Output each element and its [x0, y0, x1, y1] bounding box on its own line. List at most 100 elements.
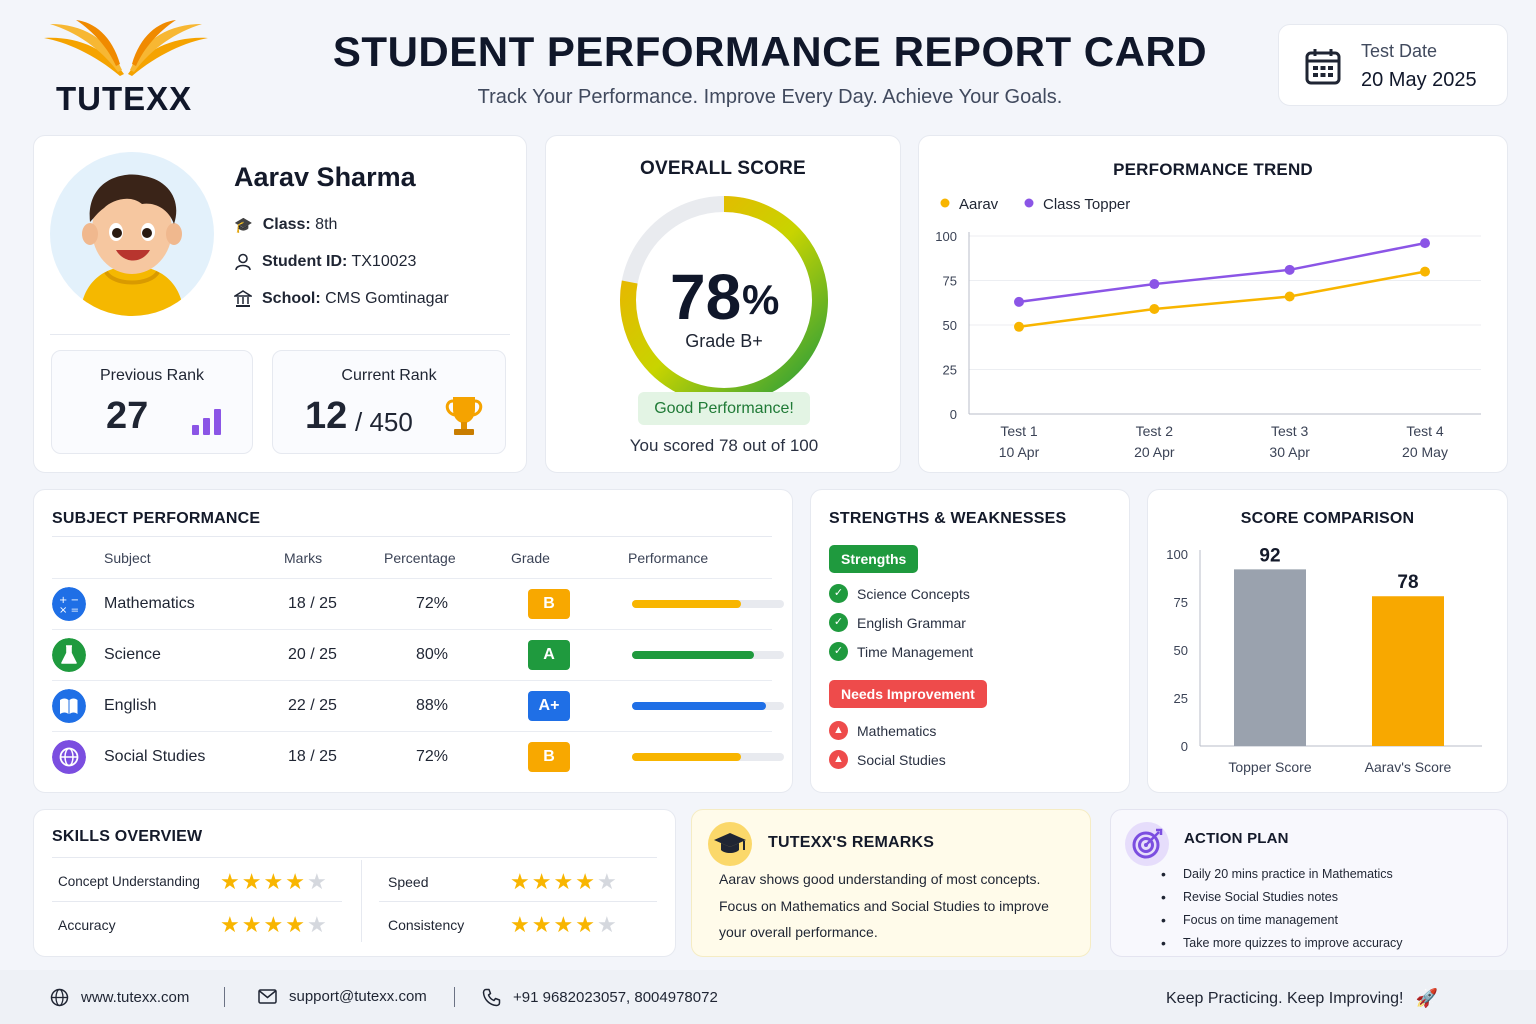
- x-tick-date: 30 Apr: [1269, 444, 1310, 460]
- footer-website[interactable]: www.tutexx.com: [50, 988, 189, 1007]
- footer-separator: [224, 987, 225, 1007]
- overall-grade: Grade B+: [685, 331, 763, 351]
- class-label: Class:: [262, 216, 311, 233]
- subject-name: Science: [104, 646, 161, 663]
- star-filled-icon: ★: [285, 869, 307, 894]
- student-profile-card: Aarav Sharma 🎓 Class: 8th Student ID: TX…: [33, 135, 527, 473]
- class-value: 8th: [315, 216, 338, 233]
- school-label: School:: [262, 290, 321, 307]
- skills-divider: [52, 857, 657, 858]
- warning-icon: ▲: [829, 721, 848, 740]
- y-tick-label: 50: [943, 318, 957, 333]
- overall-score-value: 78: [670, 261, 742, 333]
- star-filled-icon: ★: [575, 869, 597, 894]
- current-rank-box: Current Rank 12 / 450: [272, 350, 506, 454]
- trophy-icon: [445, 397, 483, 435]
- strength-text: English Grammar: [857, 614, 966, 631]
- skills-row-divider: [52, 901, 342, 902]
- table-row: Science 20 / 25 80% A: [52, 629, 784, 680]
- x-tick-label: Test 1: [1000, 423, 1038, 439]
- legend-label: Aarav: [959, 196, 999, 213]
- x-tick-label: Test 4: [1406, 423, 1444, 439]
- star-filled-icon: ★: [575, 912, 597, 937]
- performance-badge: Good Performance!: [638, 392, 810, 425]
- x-tick-date: 10 Apr: [999, 444, 1040, 460]
- action-plan-title: ACTION PLAN: [1184, 830, 1289, 847]
- data-point: [1284, 291, 1295, 302]
- performance-bar-fill: [632, 702, 766, 710]
- star-empty-icon: ★: [596, 869, 619, 894]
- page-title: STUDENT PERFORMANCE REPORT CARD: [332, 28, 1208, 75]
- grade-badge: A: [528, 640, 570, 670]
- action-item: Daily 20 mins practice in Mathematics: [1161, 866, 1393, 882]
- performance-bar: [632, 651, 784, 659]
- student-avatar-icon: [80, 174, 184, 316]
- x-tick-label: Aarav's Score: [1365, 759, 1452, 775]
- footer-tagline: Keep Practicing. Keep Improving! 🚀: [1166, 988, 1438, 1009]
- col-header-marks: Marks: [284, 550, 323, 566]
- test-date-label: Test Date: [1361, 41, 1438, 61]
- subject-percentage: 72%: [416, 748, 449, 765]
- strengths-pill: Strengths: [829, 545, 919, 573]
- target-icon: [1125, 822, 1169, 866]
- subject-name: Social Studies: [104, 748, 206, 765]
- footer-email[interactable]: support@tutexx.com: [258, 988, 427, 1005]
- data-point: [1420, 238, 1430, 249]
- y-tick-label: 25: [1174, 691, 1188, 706]
- star-filled-icon: ★: [220, 869, 242, 894]
- star-rating: ★★★★★: [510, 914, 619, 936]
- previous-rank-box: Previous Rank 27: [51, 350, 253, 454]
- graduation-cap-icon: [708, 822, 752, 866]
- graduation-cap-icon: 🎓: [234, 217, 253, 234]
- performance-trend-card: PERFORMANCE TREND 0 25 50 75 100 Test 1 10 Apr…: [918, 135, 1508, 473]
- phone-number: +91 9682023057, 8004978072: [513, 989, 718, 1006]
- rank-total: / 450: [355, 407, 413, 437]
- y-tick-label: 50: [1174, 643, 1188, 658]
- current-rank-label: Current Rank: [341, 367, 437, 384]
- website-link[interactable]: www.tutexx.com: [81, 989, 190, 1006]
- brand-logo: TUTEXX: [36, 18, 216, 118]
- star-filled-icon: ★: [241, 869, 264, 894]
- remarks-card: TUTEXX'S REMARKS Aarav shows good unders…: [691, 809, 1091, 957]
- y-tick-label: 0: [1181, 739, 1188, 754]
- legend-marker: [1024, 198, 1034, 208]
- data-point: [1420, 266, 1430, 277]
- check-icon: ✓: [829, 584, 848, 603]
- test-date-value: 20 May 2025: [1361, 69, 1477, 91]
- calendar-icon: [1305, 49, 1341, 85]
- strength-item: ✓ English Grammar: [829, 613, 966, 632]
- svg-text:+ −: + −: [59, 595, 79, 606]
- weakness-item: ▲ Social Studies: [829, 750, 946, 769]
- data-point: [1284, 264, 1295, 275]
- action-plan-card: ACTION PLAN Daily 20 mins practice in Ma…: [1110, 809, 1508, 957]
- data-point: [1014, 296, 1024, 307]
- data-point: [1014, 321, 1024, 332]
- performance-bar-fill: [632, 600, 742, 608]
- skills-column-divider: [361, 860, 362, 942]
- x-tick-label: Test 2: [1136, 423, 1174, 439]
- bar-chart-icon: [192, 409, 221, 435]
- student-id-label: Student ID:: [262, 253, 348, 270]
- subject-marks: 18 / 25: [288, 748, 337, 765]
- col-header-performance: Performance: [628, 550, 709, 566]
- remarks-title: TUTEXX'S REMARKS: [768, 834, 935, 851]
- comparison-title: SCORE COMPARISON: [1240, 510, 1415, 527]
- current-rank-value: 12: [305, 395, 348, 437]
- subject-performance-card: SUBJECT PERFORMANCE Subject Marks Percen…: [33, 489, 793, 793]
- email-link[interactable]: support@tutexx.com: [289, 988, 427, 1005]
- col-header-subject: Subject: [104, 550, 151, 566]
- grade-badge: B: [528, 742, 570, 772]
- grade-badge: B: [528, 589, 570, 619]
- star-filled-icon: ★: [553, 869, 576, 894]
- book-icon: [52, 689, 86, 723]
- phone-icon: [482, 988, 501, 1007]
- subject-percentage: 88%: [416, 697, 449, 714]
- skill-label: Concept Understanding: [58, 874, 200, 889]
- footer-phone[interactable]: +91 9682023057, 8004978072: [482, 988, 718, 1007]
- star-filled-icon: ★: [510, 869, 532, 894]
- subject-percentage: 72%: [416, 595, 449, 612]
- previous-rank-value: 27: [106, 395, 149, 437]
- star-filled-icon: ★: [263, 869, 286, 894]
- series-line: [1018, 270, 1426, 329]
- legend-marker: [940, 198, 950, 208]
